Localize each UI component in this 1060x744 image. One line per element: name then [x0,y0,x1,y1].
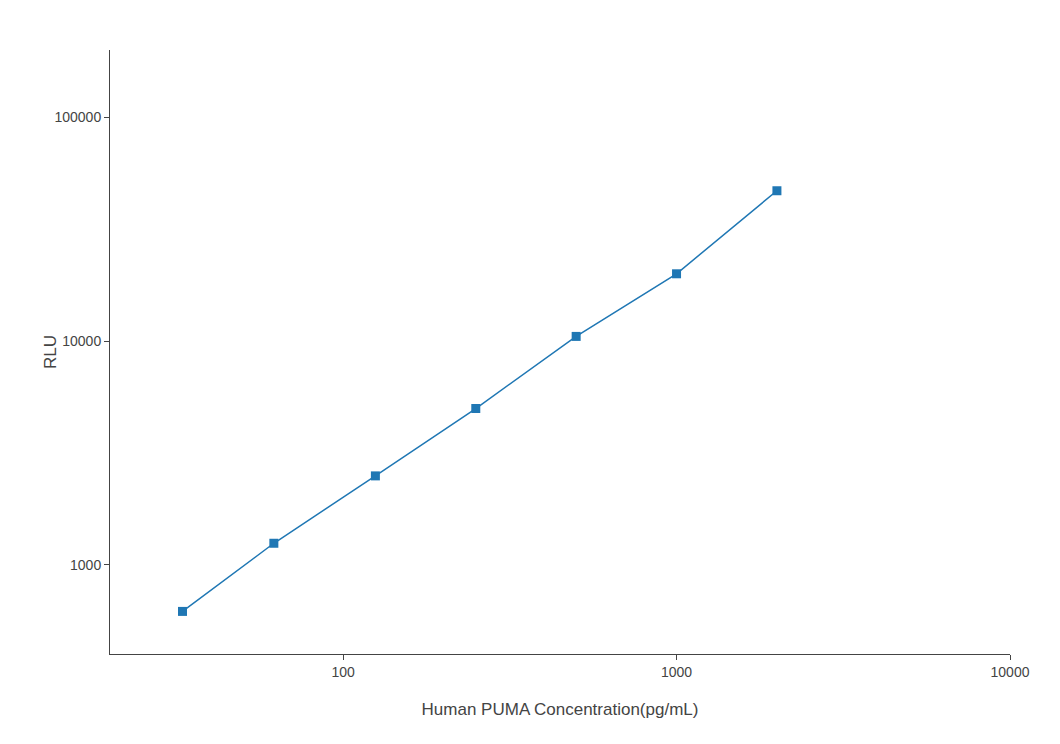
svg-text:1000: 1000 [661,664,692,680]
svg-text:100: 100 [331,664,355,680]
svg-text:RLU: RLU [41,335,60,369]
svg-text:10000: 10000 [62,333,101,349]
svg-text:10000: 10000 [991,664,1030,680]
svg-text:Human PUMA Concentration(pg/mL: Human PUMA Concentration(pg/mL) [422,700,699,719]
svg-text:1000: 1000 [70,557,101,573]
svg-text:100000: 100000 [54,109,101,125]
